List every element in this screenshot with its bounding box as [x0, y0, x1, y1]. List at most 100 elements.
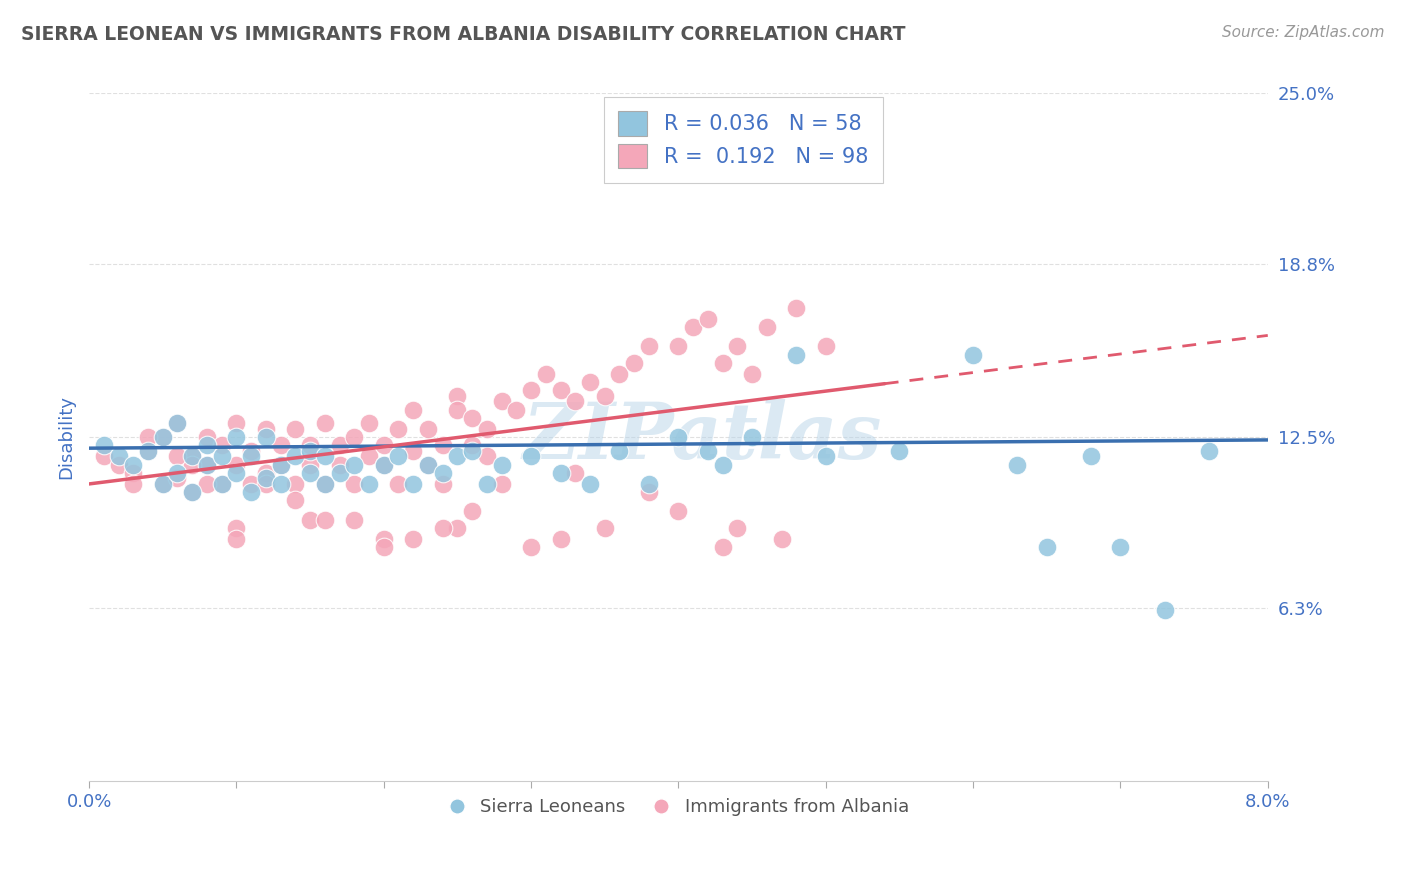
- Point: [195, 438, 218, 452]
- Point: [814, 450, 837, 464]
- Point: [299, 513, 322, 527]
- Point: [343, 513, 366, 527]
- Point: [314, 477, 336, 491]
- Point: [181, 485, 204, 500]
- Point: [475, 422, 498, 436]
- Point: [432, 477, 454, 491]
- Point: [122, 458, 145, 472]
- Point: [328, 438, 350, 452]
- Point: [550, 466, 572, 480]
- Point: [254, 422, 277, 436]
- Point: [387, 450, 409, 464]
- Point: [373, 438, 395, 452]
- Point: [1109, 540, 1132, 554]
- Point: [314, 450, 336, 464]
- Point: [638, 339, 661, 353]
- Point: [225, 521, 247, 535]
- Point: [195, 458, 218, 472]
- Point: [416, 458, 439, 472]
- Point: [314, 477, 336, 491]
- Point: [475, 450, 498, 464]
- Point: [1153, 603, 1175, 617]
- Text: Source: ZipAtlas.com: Source: ZipAtlas.com: [1222, 25, 1385, 40]
- Point: [314, 417, 336, 431]
- Point: [270, 458, 292, 472]
- Point: [491, 477, 513, 491]
- Point: [166, 471, 188, 485]
- Point: [755, 320, 778, 334]
- Point: [328, 458, 350, 472]
- Point: [1007, 458, 1029, 472]
- Point: [166, 417, 188, 431]
- Point: [402, 444, 425, 458]
- Point: [240, 450, 263, 464]
- Point: [638, 485, 661, 500]
- Point: [225, 458, 247, 472]
- Point: [387, 422, 409, 436]
- Point: [889, 444, 911, 458]
- Point: [432, 466, 454, 480]
- Point: [166, 450, 188, 464]
- Point: [122, 466, 145, 480]
- Point: [254, 430, 277, 444]
- Point: [343, 458, 366, 472]
- Point: [195, 430, 218, 444]
- Point: [299, 438, 322, 452]
- Point: [152, 477, 174, 491]
- Point: [270, 477, 292, 491]
- Text: SIERRA LEONEAN VS IMMIGRANTS FROM ALBANIA DISABILITY CORRELATION CHART: SIERRA LEONEAN VS IMMIGRANTS FROM ALBANI…: [21, 25, 905, 44]
- Point: [785, 301, 807, 315]
- Point: [107, 450, 129, 464]
- Point: [166, 466, 188, 480]
- Point: [270, 458, 292, 472]
- Point: [461, 504, 484, 518]
- Point: [166, 417, 188, 431]
- Point: [373, 540, 395, 554]
- Point: [785, 348, 807, 362]
- Point: [814, 339, 837, 353]
- Point: [225, 430, 247, 444]
- Point: [181, 450, 204, 464]
- Point: [682, 320, 704, 334]
- Point: [284, 450, 307, 464]
- Point: [520, 384, 543, 398]
- Point: [136, 444, 159, 458]
- Point: [550, 532, 572, 546]
- Point: [240, 477, 263, 491]
- Point: [254, 477, 277, 491]
- Point: [254, 471, 277, 485]
- Point: [432, 521, 454, 535]
- Point: [461, 438, 484, 452]
- Point: [741, 367, 763, 381]
- Point: [1080, 450, 1102, 464]
- Point: [373, 458, 395, 472]
- Point: [550, 384, 572, 398]
- Point: [1198, 444, 1220, 458]
- Point: [373, 532, 395, 546]
- Point: [725, 521, 748, 535]
- Point: [387, 477, 409, 491]
- Point: [93, 450, 115, 464]
- Point: [564, 394, 586, 409]
- Point: [299, 466, 322, 480]
- Point: [623, 356, 645, 370]
- Point: [357, 417, 380, 431]
- Point: [491, 394, 513, 409]
- Point: [93, 438, 115, 452]
- Point: [696, 312, 718, 326]
- Point: [343, 430, 366, 444]
- Point: [638, 477, 661, 491]
- Point: [225, 417, 247, 431]
- Point: [446, 450, 468, 464]
- Point: [136, 444, 159, 458]
- Point: [668, 430, 690, 444]
- Point: [211, 477, 233, 491]
- Point: [416, 458, 439, 472]
- Point: [152, 430, 174, 444]
- Point: [152, 477, 174, 491]
- Point: [284, 493, 307, 508]
- Point: [136, 430, 159, 444]
- Point: [107, 458, 129, 472]
- Point: [711, 458, 734, 472]
- Point: [343, 477, 366, 491]
